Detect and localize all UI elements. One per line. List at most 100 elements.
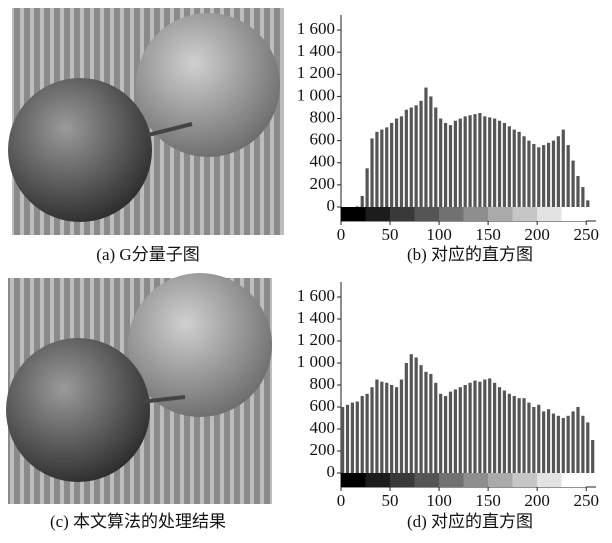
- gray-strip: [464, 207, 489, 221]
- histogram-bar: [429, 96, 432, 207]
- histogram-bar: [586, 422, 589, 473]
- histogram-bar: [444, 123, 447, 207]
- histogram-bar: [571, 411, 574, 473]
- histogram-bar: [459, 387, 462, 473]
- histogram-bar: [454, 389, 457, 473]
- gray-strip: [464, 473, 489, 487]
- histogram-bar: [434, 383, 437, 473]
- histogram-bar: [361, 396, 364, 473]
- histogram-bar: [567, 416, 570, 473]
- y-tick-label: 1 000: [297, 352, 335, 371]
- gray-strip: [513, 473, 538, 487]
- y-tick-label: 1 600: [297, 286, 335, 305]
- histogram-bar: [410, 354, 413, 473]
- histogram-bar: [366, 394, 369, 473]
- histogram-bar: [405, 363, 408, 473]
- histogram-bar: [444, 396, 447, 473]
- gray-strip: [341, 207, 366, 221]
- gray-strip: [488, 473, 513, 487]
- x-tick-label: 250: [573, 225, 599, 244]
- histogram-bar: [567, 145, 570, 207]
- y-tick-label: 200: [310, 440, 336, 459]
- caption: (a) G分量子图: [96, 245, 199, 264]
- gray-strip: [562, 207, 587, 221]
- histogram-bar: [537, 405, 540, 473]
- histogram-bar: [562, 130, 565, 207]
- histogram-bar: [400, 380, 403, 474]
- x-tick-label: 100: [426, 491, 452, 510]
- histogram-bar: [390, 385, 393, 473]
- histogram-bar: [415, 105, 418, 207]
- x-tick-label: 50: [382, 225, 399, 244]
- gray-strip: [390, 207, 415, 221]
- gray-strip: [415, 207, 440, 221]
- histogram-bar: [464, 116, 467, 207]
- y-tick-label: 600: [310, 130, 336, 149]
- y-tick-label: 400: [310, 418, 336, 437]
- gray-strip: [488, 207, 513, 221]
- y-tick-label: 1 200: [297, 63, 335, 82]
- x-tick-label: 150: [475, 225, 501, 244]
- histogram-bar: [586, 200, 589, 207]
- gray-strip: [415, 473, 440, 487]
- histogram-bar: [351, 403, 354, 473]
- x-tick-label: 200: [524, 225, 550, 244]
- gray-strip: [439, 473, 464, 487]
- histogram-bar: [419, 101, 422, 207]
- photo-c: [6, 273, 272, 504]
- histogram-bar: [375, 132, 378, 207]
- x-tick-label: 0: [337, 491, 346, 510]
- histogram-bar: [356, 206, 359, 207]
- x-tick-label: 250: [573, 491, 599, 510]
- y-tick-label: 1 000: [297, 85, 335, 104]
- histogram-bar: [532, 144, 535, 207]
- y-tick-label: 800: [310, 374, 336, 393]
- gray-strip: [537, 207, 562, 221]
- histogram-bar: [557, 136, 560, 207]
- figure: (a) G分量子图 (c) 本文算法的处理结果 02004006008001 0…: [0, 0, 612, 538]
- histogram-bar: [429, 374, 432, 473]
- histogram-bar: [498, 387, 501, 473]
- gray-strip: [439, 207, 464, 221]
- histogram-bar: [419, 365, 422, 473]
- histogram-bar: [464, 385, 467, 473]
- histogram-bar: [571, 161, 574, 207]
- histogram-bar: [513, 130, 516, 207]
- y-tick-label: 0: [327, 462, 336, 481]
- histogram-bar: [557, 416, 560, 473]
- y-tick-label: 200: [310, 174, 336, 193]
- histogram-bar: [537, 147, 540, 207]
- histogram-bar: [478, 382, 481, 473]
- histogram-bar: [483, 116, 486, 207]
- histogram-bar: [380, 130, 383, 207]
- histogram-bar: [503, 391, 506, 474]
- gray-strip: [562, 473, 587, 487]
- histogram-bar: [513, 396, 516, 473]
- y-tick-label: 1 400: [297, 308, 335, 327]
- y-tick-label: 1 200: [297, 330, 335, 349]
- histogram-bar: [410, 107, 413, 207]
- gray-strip: [341, 473, 366, 487]
- y-tick-label: 0: [327, 196, 336, 215]
- histogram-bar: [449, 125, 452, 207]
- gray-strip: [537, 473, 562, 487]
- histogram-bar: [434, 107, 437, 207]
- x-tick-label: 50: [382, 491, 399, 510]
- histogram-bar: [395, 119, 398, 207]
- histogram-bar: [547, 143, 550, 207]
- histogram-bar: [576, 407, 579, 473]
- histogram-bar: [469, 115, 472, 207]
- histogram-bar: [424, 88, 427, 207]
- histogram-bar: [459, 119, 462, 207]
- histogram-bar: [503, 123, 506, 207]
- histogram-bar: [390, 123, 393, 207]
- histogram-bar: [400, 116, 403, 207]
- histogram-bar: [370, 387, 373, 473]
- histogram-bar: [547, 409, 550, 473]
- histogram-bar: [508, 394, 511, 473]
- histogram-bar: [518, 132, 521, 207]
- histogram-bar: [449, 392, 452, 473]
- histogram-bar: [527, 403, 530, 473]
- histogram-bar: [542, 411, 545, 473]
- histogram-bar: [375, 380, 378, 474]
